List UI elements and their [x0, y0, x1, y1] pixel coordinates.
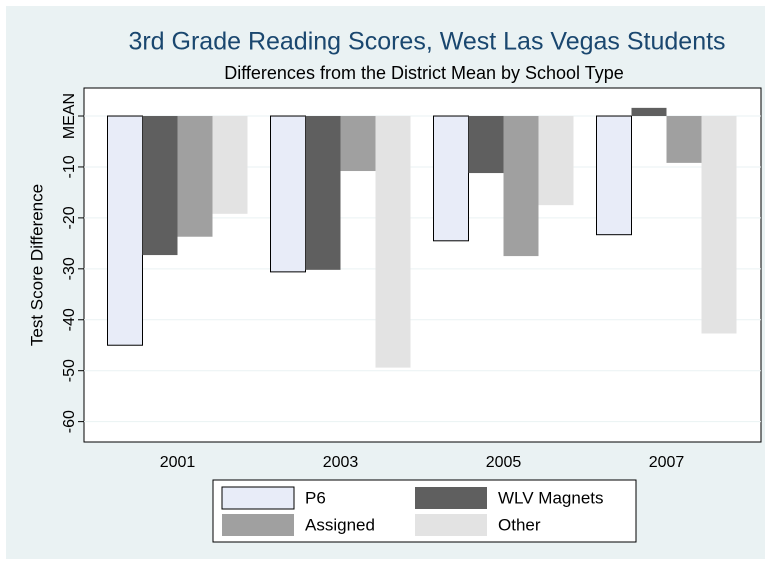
y-tick-label: -40 [61, 308, 78, 331]
bar [596, 115, 632, 236]
chart-title: 3rd Grade Reading Scores, West Las Vegas… [128, 28, 725, 56]
bar [107, 115, 143, 346]
x-tick-label: 2005 [486, 454, 522, 471]
bar [468, 116, 504, 174]
bar [340, 116, 376, 172]
y-tick-label: -60 [61, 410, 78, 433]
y-axis-label: Test Score Difference [27, 184, 46, 346]
y-tick-label: -20 [61, 206, 78, 229]
bar [142, 116, 178, 256]
x-tick-label: 2003 [323, 454, 359, 471]
bar [212, 116, 248, 214]
legend-swatch [222, 514, 294, 536]
x-tick-label: 2007 [649, 454, 685, 471]
legend-swatch [415, 487, 487, 509]
y-tick-label: -50 [61, 359, 78, 382]
bar [503, 116, 539, 257]
bar [631, 107, 667, 117]
bar [666, 116, 702, 163]
legend-swatch [415, 514, 487, 536]
y-tick-label: MEAN [61, 93, 78, 139]
y-tick-label: -30 [61, 257, 78, 280]
bar [538, 116, 574, 206]
bar [701, 116, 737, 334]
chart-subtitle: Differences from the District Mean by Sc… [224, 63, 624, 83]
bar [433, 115, 469, 242]
legend-swatch [221, 486, 295, 510]
bar [305, 116, 341, 270]
y-tick-label: -10 [61, 155, 78, 178]
bar [270, 115, 306, 273]
legend-label: P6 [305, 488, 326, 507]
legend-label: Assigned [305, 515, 375, 534]
bar [177, 116, 213, 237]
legend-label: WLV Magnets [498, 488, 604, 507]
legend-label: Other [498, 515, 541, 534]
x-tick-label: 2001 [160, 454, 196, 471]
bar [375, 116, 411, 368]
